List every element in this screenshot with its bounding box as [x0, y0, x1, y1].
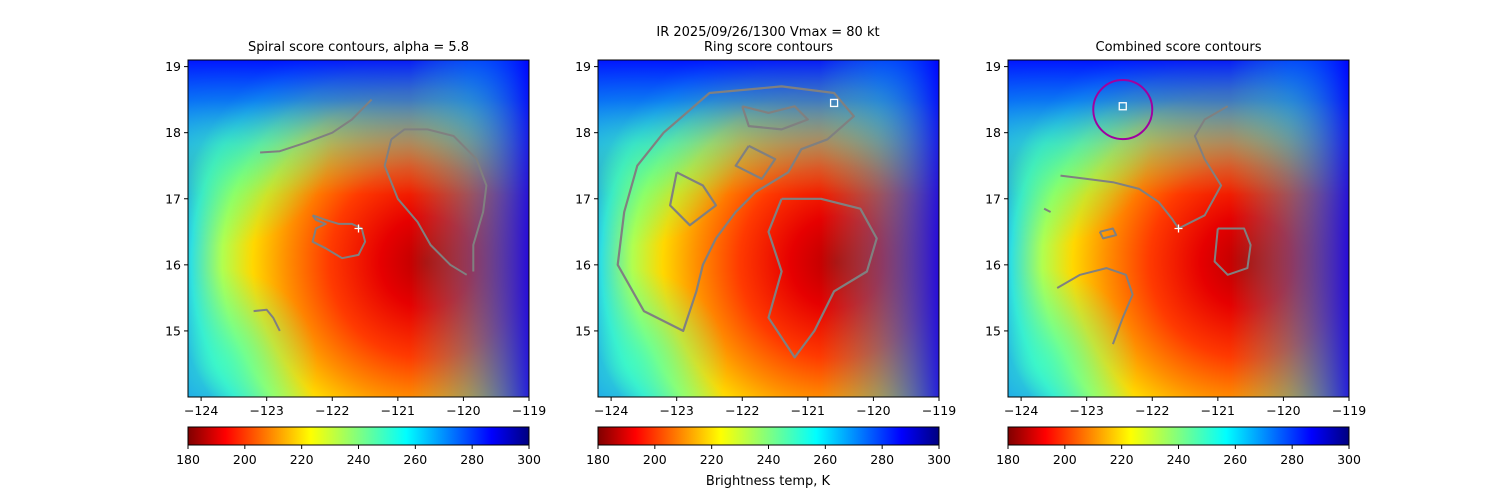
y-tick-label: 19 — [165, 59, 181, 74]
colorbar-tick-label: 180 — [586, 452, 610, 467]
colorbar-label: Brightness temp, K — [706, 474, 831, 489]
ir-east-cold-tops — [598, 60, 939, 397]
panel-title: Spiral score contours, alpha = 5.8 — [248, 40, 469, 55]
colorbar-tick-label: 240 — [1167, 452, 1191, 467]
axes-frame — [187, 59, 530, 398]
contour-line — [1213, 227, 1252, 276]
x-tick-label: −122 — [315, 403, 349, 418]
max-score-marker — [1118, 102, 1127, 111]
y-tick-label: 17 — [985, 191, 1001, 206]
colorbar-tick-label: 280 — [460, 452, 484, 467]
colorbar-tick-label: 280 — [1280, 452, 1304, 467]
contour-line — [1098, 227, 1118, 240]
score-circle — [1092, 79, 1154, 141]
x-tick-label: −121 — [791, 403, 825, 418]
x-tick-label: −124 — [184, 403, 218, 418]
panel-3: Combined score contours −124 −123 −122 −121 −… — [985, 40, 1366, 467]
colorbar-tick-label: 220 — [290, 452, 314, 467]
colorbar-tick-label: 300 — [927, 452, 951, 467]
y-tick-label: 15 — [165, 323, 181, 338]
colorbar — [597, 426, 940, 446]
y-tick-label: 17 — [575, 191, 591, 206]
y-tick-label: 15 — [985, 323, 1001, 338]
x-tick-label: −122 — [725, 403, 759, 418]
x-tick-label: −120 — [1266, 403, 1300, 418]
axes-frame — [597, 59, 940, 398]
ir-image — [598, 60, 939, 397]
x-tick-label: −121 — [1201, 403, 1235, 418]
x-tick-label: −123 — [1070, 403, 1104, 418]
contour-line — [1043, 207, 1052, 213]
y-tick-label: 17 — [165, 191, 181, 206]
colorbar-tick-label: 200 — [1053, 452, 1077, 467]
x-tick-label: −124 — [1004, 403, 1038, 418]
colorbar-tick-label: 260 — [813, 452, 837, 467]
score-contours — [253, 98, 488, 332]
axes-frame — [1007, 59, 1350, 398]
colorbar-tick-label: 220 — [700, 452, 724, 467]
colorbar-tick-label: 300 — [1337, 452, 1361, 467]
y-tick-label: 16 — [985, 257, 1001, 272]
x-tick-label: −123 — [250, 403, 284, 418]
panel-title: Combined score contours — [1096, 40, 1262, 55]
contour-line — [311, 214, 367, 260]
score-contours — [1043, 105, 1252, 345]
x-tick-label: −119 — [512, 403, 546, 418]
y-tick-label: 19 — [985, 59, 1001, 74]
contour-line — [383, 139, 468, 276]
colorbar-tick-label: 260 — [1223, 452, 1247, 467]
panel-2: Ring score contours −124 −123 −122 −121 −120 −… — [575, 40, 956, 467]
colorbar-tick-label: 280 — [870, 452, 894, 467]
colorbar-tick-label: 260 — [403, 452, 427, 467]
colorbar — [187, 426, 530, 446]
colorbar-tick-label: 240 — [757, 452, 781, 467]
center-plus-marker — [354, 224, 363, 233]
x-tick-label: −120 — [856, 403, 890, 418]
x-tick-label: −119 — [922, 403, 956, 418]
y-tick-label: 16 — [575, 257, 591, 272]
colorbar-tick-label: 180 — [996, 452, 1020, 467]
score-contours — [616, 85, 878, 359]
x-tick-label: −123 — [660, 403, 694, 418]
x-tick-label: −124 — [594, 403, 628, 418]
x-tick-label: −119 — [1332, 403, 1366, 418]
x-tick-label: −121 — [381, 403, 415, 418]
contour-line — [616, 85, 855, 332]
colorbar — [1007, 426, 1350, 446]
y-tick-label: 19 — [575, 59, 591, 74]
contour-line — [390, 128, 488, 272]
y-tick-label: 18 — [165, 125, 181, 140]
contour-line — [1056, 267, 1134, 345]
x-tick-label: −122 — [1135, 403, 1169, 418]
colorbar-tick-label: 240 — [347, 452, 371, 467]
colorbar-tick-label: 180 — [176, 452, 200, 467]
contour-line — [741, 105, 809, 131]
y-tick-label: 15 — [575, 323, 591, 338]
colorbar-tick-label: 200 — [643, 452, 667, 467]
contour-line — [1060, 174, 1180, 230]
contour-line — [734, 144, 777, 180]
max-score-marker — [829, 98, 839, 108]
contour-line — [1178, 105, 1229, 230]
y-tick-label: 16 — [165, 257, 181, 272]
contour-line — [767, 197, 878, 359]
panel-1: Spiral score contours, alpha = 5.8 −124 −1… — [165, 40, 546, 467]
panel-title: Ring score contours — [704, 40, 833, 55]
y-tick-label: 18 — [985, 125, 1001, 140]
colorbar-tick-label: 300 — [517, 452, 541, 467]
figure-suptitle: IR 2025/09/26/1300 Vmax = 80 kt — [656, 25, 879, 40]
center-plus-marker — [1174, 224, 1183, 233]
colorbar-tick-label: 220 — [1110, 452, 1134, 467]
contour-line — [253, 308, 281, 332]
x-tick-label: −120 — [446, 403, 480, 418]
contour-line — [260, 98, 373, 154]
colorbar-tick-label: 200 — [233, 452, 257, 467]
y-tick-label: 18 — [575, 125, 591, 140]
contour-line — [669, 171, 718, 227]
